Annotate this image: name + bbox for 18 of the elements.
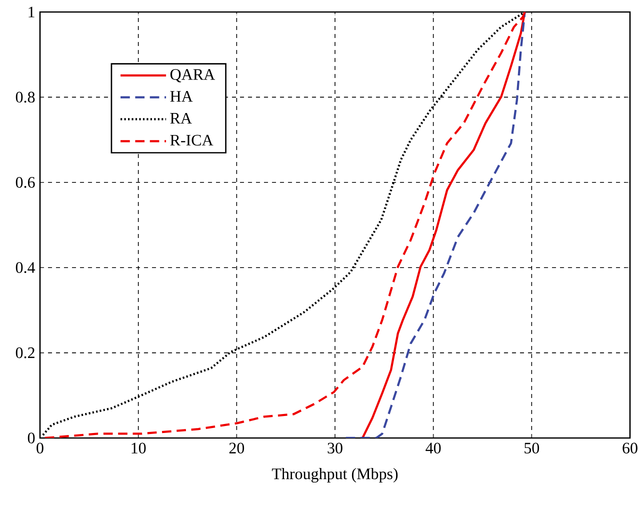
- x-tick-label: 50: [524, 442, 540, 454]
- legend-label: RA: [170, 112, 192, 124]
- legend-label: R-ICA: [170, 134, 214, 146]
- x-tick-label: 40: [426, 442, 441, 454]
- x-axis-title: Throughput (Mbps): [272, 468, 398, 483]
- y-tick-label: 0.6: [16, 176, 35, 188]
- x-tick-label: 10: [132, 442, 146, 454]
- y-tick-label: 0: [28, 432, 35, 444]
- x-tick-label: 30: [328, 442, 342, 454]
- x-tick-label: 60: [622, 442, 638, 454]
- y-tick-label: 1: [28, 6, 34, 18]
- x-tick-label: 20: [229, 442, 244, 454]
- legend-label: HA: [170, 91, 193, 102]
- y-tick-label: 0.2: [16, 347, 34, 358]
- y-tick-label: 0.4: [16, 262, 36, 274]
- y-tick-label: 0.8: [16, 92, 35, 103]
- x-tick-label: 0: [36, 442, 44, 454]
- legend-label: QARA: [170, 69, 216, 82]
